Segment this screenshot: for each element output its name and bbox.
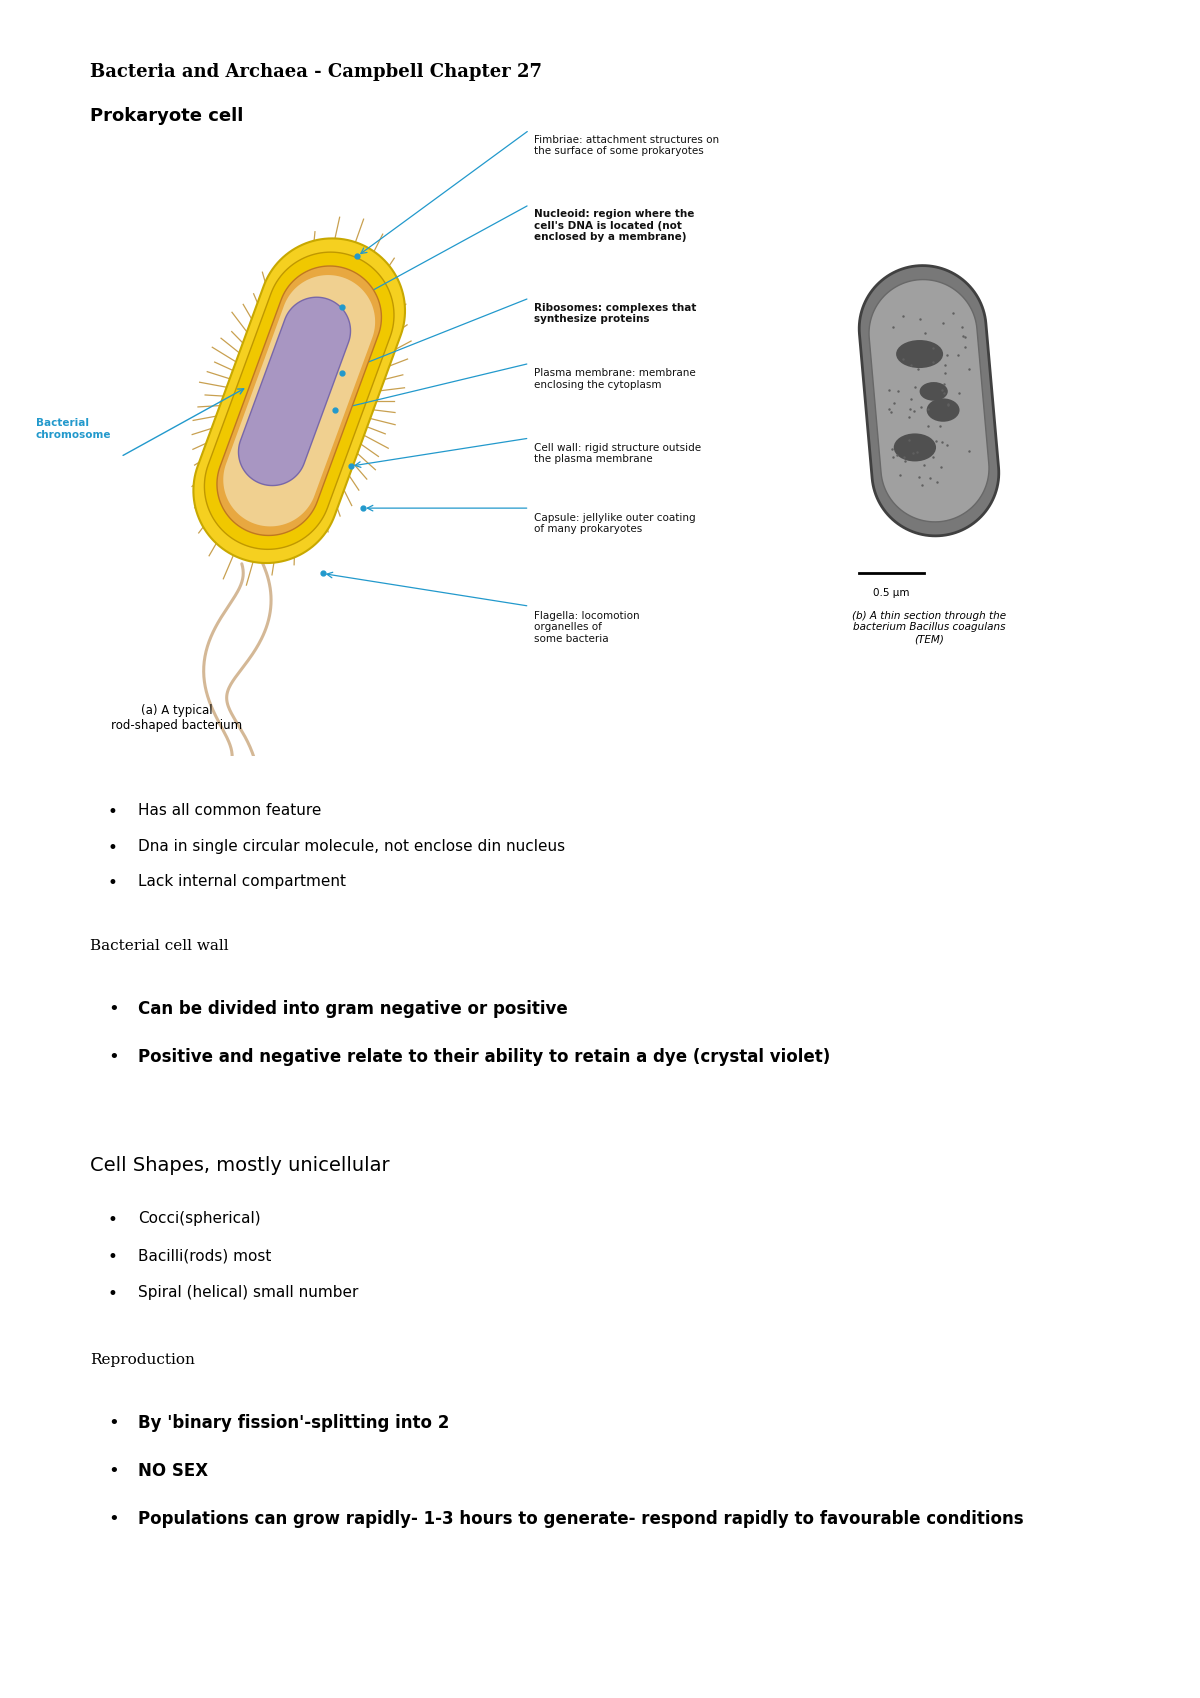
Text: •: • [108,1048,119,1066]
Text: Has all common feature: Has all common feature [138,803,322,818]
Text: Bacteria and Archaea - Campbell Chapter 27: Bacteria and Archaea - Campbell Chapter … [90,63,542,82]
Text: Cell wall: rigid structure outside
the plasma membrane: Cell wall: rigid structure outside the p… [534,443,701,464]
Polygon shape [223,275,376,526]
Text: •: • [108,1462,119,1481]
Text: Lack internal compartment: Lack internal compartment [138,874,346,890]
Text: •: • [108,1414,119,1433]
Text: Populations can grow rapidly- 1-3 hours to generate- respond rapidly to favourab: Populations can grow rapidly- 1-3 hours … [138,1510,1024,1528]
Text: •: • [108,803,118,822]
Text: 0.5 µm: 0.5 µm [874,588,910,598]
Text: •: • [108,874,118,893]
Text: Prokaryote cell: Prokaryote cell [90,107,244,126]
Text: Nucleoid: region where the
cell's DNA is located (not
enclosed by a membrane): Nucleoid: region where the cell's DNA is… [534,209,695,243]
Ellipse shape [926,399,960,421]
Ellipse shape [894,433,936,462]
Text: Cell Shapes, mostly unicellular: Cell Shapes, mostly unicellular [90,1156,390,1175]
Polygon shape [217,267,382,535]
Polygon shape [859,265,998,537]
Text: •: • [108,1248,118,1267]
Text: Plasma membrane: membrane
enclosing the cytoplasm: Plasma membrane: membrane enclosing the … [534,368,696,389]
Text: Bacterial
chromosome: Bacterial chromosome [36,418,112,440]
Text: Ribosomes: complexes that
synthesize proteins: Ribosomes: complexes that synthesize pro… [534,302,696,324]
Text: •: • [108,839,118,857]
Text: Bacilli(rods) most: Bacilli(rods) most [138,1248,271,1263]
Text: Fimbriae: attachment structures on
the surface of some prokaryotes: Fimbriae: attachment structures on the s… [534,134,719,156]
Text: Can be divided into gram negative or positive: Can be divided into gram negative or pos… [138,1000,568,1019]
Text: Reproduction: Reproduction [90,1353,194,1367]
Text: (a) A typical
rod-shaped bacterium: (a) A typical rod-shaped bacterium [112,705,242,732]
Text: Flagella: locomotion
organelles of
some bacteria: Flagella: locomotion organelles of some … [534,611,640,644]
Polygon shape [204,251,394,550]
Text: Spiral (helical) small number: Spiral (helical) small number [138,1285,359,1301]
Text: Capsule: jellylike outer coating
of many prokaryotes: Capsule: jellylike outer coating of many… [534,513,696,535]
Polygon shape [193,238,404,564]
Text: •: • [108,1285,118,1304]
Ellipse shape [896,340,943,368]
Text: •: • [108,1211,118,1229]
Text: Dna in single circular molecule, not enclose din nucleus: Dna in single circular molecule, not enc… [138,839,565,854]
Text: NO SEX: NO SEX [138,1462,208,1481]
Text: •: • [108,1000,119,1019]
Text: Cocci(spherical): Cocci(spherical) [138,1211,260,1226]
Text: •: • [108,1510,119,1528]
Text: Positive and negative relate to their ability to retain a dye (crystal violet): Positive and negative relate to their ab… [138,1048,830,1066]
Ellipse shape [919,382,948,401]
Polygon shape [869,280,989,521]
Text: (b) A thin section through the
bacterium Bacillus coagulans
(TEM): (b) A thin section through the bacterium… [852,611,1006,644]
Polygon shape [239,297,350,486]
Text: Bacterial cell wall: Bacterial cell wall [90,939,229,953]
Text: By 'binary fission'-splitting into 2: By 'binary fission'-splitting into 2 [138,1414,449,1433]
